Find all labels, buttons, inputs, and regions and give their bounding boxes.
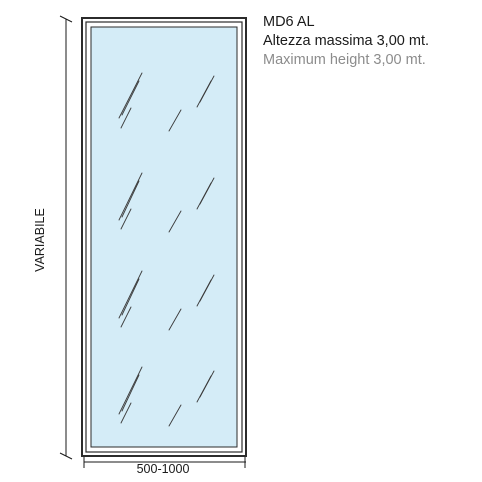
door-frame-inner [85,21,243,453]
height-dimension-line [59,15,73,460]
glass-reflection-marks [118,72,215,427]
height-dimension-label: VARIABILE [33,208,47,272]
width-dimension-label: 500-1000 [136,462,190,476]
product-model: MD6 AL [263,14,315,30]
reflection-group-2 [118,172,215,233]
reflection-group-3 [118,270,215,331]
max-height-italian: Altezza massima 3,00 mt. [263,33,429,49]
glass-pane [90,26,238,448]
product-info: MD6 AL Altezza massima 3,00 mt. Maximum … [263,13,429,70]
width-dimension-line [83,456,246,468]
max-height-english: Maximum height 3,00 mt. [263,52,426,68]
reflection-group-1 [118,72,215,132]
reflection-group-4 [118,366,215,427]
